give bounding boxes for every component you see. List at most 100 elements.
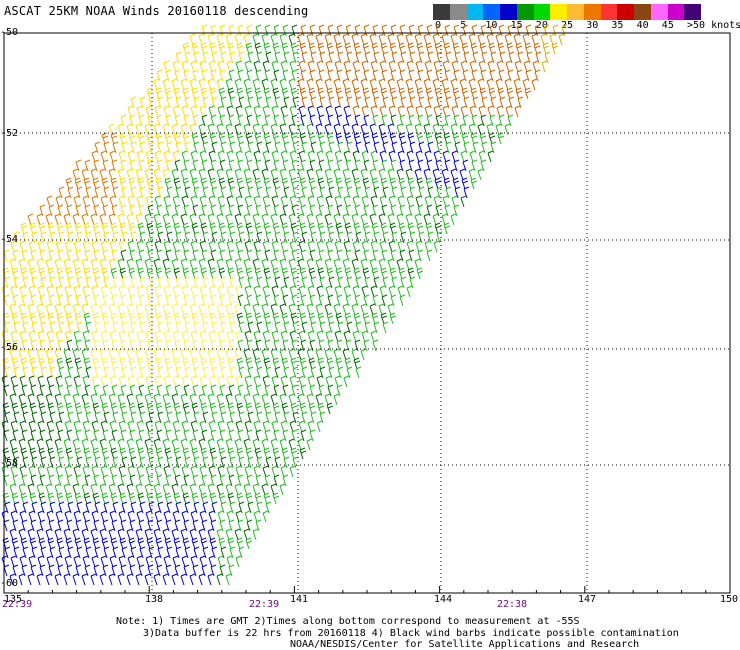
wind-barb [326,42,334,55]
wind-barb [370,240,377,253]
wind-barb [19,375,26,388]
wind-barb [135,483,142,496]
wind-barb [416,267,424,280]
wind-barb [99,573,106,586]
wind-barb [172,420,179,433]
wind-barb [227,42,235,55]
wind-barb [460,150,467,163]
wind-barb [237,159,244,172]
wind-barb [93,294,100,307]
wind-barb [308,357,316,370]
wind-barb [129,159,136,172]
wind-barb [382,51,389,64]
wind-barb [146,132,154,145]
wind-barb [282,69,289,82]
wind-barb [291,114,298,127]
wind-barb [198,573,205,586]
wind-barb [200,402,208,415]
wind-barb [256,96,263,109]
wind-barb [280,105,287,118]
wind-barb [84,339,91,352]
wind-barb [73,420,80,433]
wind-barb [427,141,434,154]
wind-barb [246,519,253,532]
wind-barb [308,312,316,325]
wind-barb [65,357,73,370]
wind-barb [156,429,163,442]
wind-barb [154,195,161,208]
wind-barb [112,186,119,199]
wind-barb [165,474,172,487]
wind-barb [191,357,199,370]
wind-barb [137,132,145,145]
wind-barb [353,132,361,145]
wind-barb [216,573,223,586]
wind-barb [74,267,82,280]
wind-barb [327,339,334,352]
wind-barb [288,33,295,46]
wind-barb [470,177,478,190]
wind-barb [382,186,389,199]
wind-barb [48,339,55,352]
wind-barb [417,114,424,127]
wind-barb [273,474,280,487]
wind-barb [406,240,413,253]
wind-barb [219,564,226,577]
wind-barb [202,366,209,379]
wind-barb [109,555,116,568]
wind-barb [219,519,226,532]
wind-barb [126,168,133,181]
wind-barb [226,330,233,343]
wind-barb [219,249,226,262]
wind-barb [174,294,181,307]
wind-barb [210,474,217,487]
wind-barb [4,411,11,424]
wind-barb [27,348,34,361]
wind-barb [173,87,181,100]
wind-barb [57,249,64,262]
wind-barb [234,78,241,91]
wind-barb [182,537,190,550]
wind-barb [139,276,146,289]
wind-barb [353,222,361,235]
wind-barb [172,555,179,568]
wind-barb [235,330,242,343]
wind-barb [210,339,217,352]
wind-barb [279,348,286,361]
wind-barb [398,177,406,190]
wind-barb [380,87,388,100]
wind-barb [262,150,269,163]
wind-barb [83,447,91,460]
wind-barb [243,438,250,451]
wind-barb [265,96,272,109]
wind-barb [316,60,323,73]
wind-barb [81,573,88,586]
colorbar-label: 30 [586,20,599,31]
wind-barb [298,330,305,343]
wind-barb [262,420,269,433]
wind-barb [45,213,52,226]
wind-barb [93,564,100,577]
wind-barb [405,213,412,226]
wind-barb [270,33,277,46]
wind-barb [282,159,289,172]
wind-barb [4,366,11,379]
wind-barb [182,267,190,280]
wind-barb [84,519,91,532]
wind-barb [352,195,359,208]
wind-barb [342,33,349,46]
wind-barb [390,294,397,307]
wind-barb [75,204,82,217]
wind-barb [184,456,191,469]
wind-barb [318,24,325,37]
wind-barb [10,375,17,388]
wind-barb [199,465,206,478]
wind-barb [12,564,19,577]
colorbar-segment [466,4,484,20]
lon-label: 150 [720,594,739,605]
wind-barb [67,276,74,289]
wind-barb [39,564,46,577]
wind-barb [147,159,154,172]
wind-barb [73,195,80,208]
wind-barb [118,285,125,298]
